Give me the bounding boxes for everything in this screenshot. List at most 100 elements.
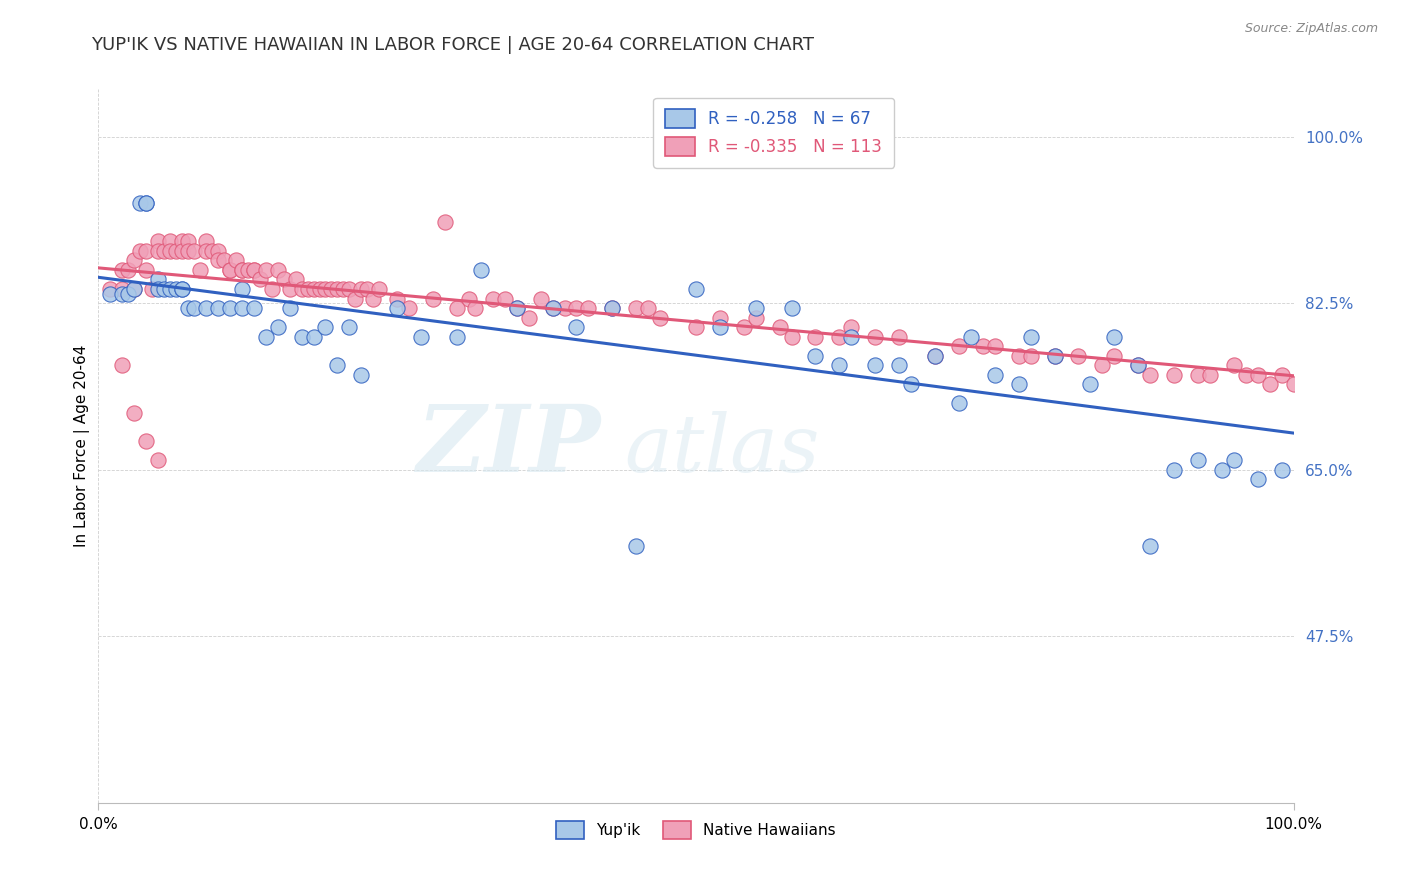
Point — [446, 329, 468, 343]
Point — [506, 301, 529, 315]
Point — [124, 282, 146, 296]
Point — [900, 377, 922, 392]
Point — [225, 253, 247, 268]
Point — [841, 320, 863, 334]
Point — [1008, 377, 1031, 392]
Point — [865, 358, 887, 372]
Point — [398, 301, 420, 315]
Point — [273, 272, 295, 286]
Point — [302, 329, 325, 343]
Point — [195, 301, 218, 315]
Point — [339, 320, 361, 334]
Point — [183, 244, 205, 258]
Point — [685, 320, 707, 334]
Point — [530, 292, 553, 306]
Point — [434, 215, 457, 229]
Point — [188, 263, 211, 277]
Point — [828, 358, 851, 372]
Point — [117, 286, 139, 301]
Point — [135, 434, 157, 449]
Point — [924, 349, 946, 363]
Point — [385, 292, 409, 306]
Point — [153, 282, 176, 296]
Point — [1139, 539, 1161, 553]
Text: atlas: atlas — [624, 411, 820, 488]
Point — [177, 244, 200, 258]
Point — [1271, 463, 1294, 477]
Point — [494, 292, 516, 306]
Point — [326, 282, 349, 296]
Point — [541, 301, 564, 315]
Point — [1080, 377, 1102, 392]
Point — [98, 282, 122, 296]
Point — [195, 244, 218, 258]
Point — [637, 301, 659, 315]
Point — [201, 244, 224, 258]
Point — [243, 263, 266, 277]
Point — [172, 235, 194, 249]
Point — [1247, 368, 1270, 382]
Point — [153, 244, 176, 258]
Point — [865, 329, 887, 343]
Point — [172, 282, 194, 296]
Point — [243, 263, 266, 277]
Point — [231, 301, 253, 315]
Point — [254, 329, 277, 343]
Point — [302, 282, 325, 296]
Point — [1104, 349, 1126, 363]
Point — [350, 368, 373, 382]
Point — [356, 282, 378, 296]
Text: ZIP: ZIP — [416, 401, 600, 491]
Point — [291, 282, 314, 296]
Point — [278, 282, 301, 296]
Point — [339, 282, 361, 296]
Point — [148, 235, 170, 249]
Point — [207, 244, 229, 258]
Point — [308, 282, 330, 296]
Point — [1223, 358, 1246, 372]
Point — [231, 263, 253, 277]
Point — [554, 301, 576, 315]
Point — [506, 301, 529, 315]
Point — [315, 320, 337, 334]
Legend: Yup'ik, Native Hawaiians: Yup'ik, Native Hawaiians — [550, 815, 842, 845]
Point — [260, 282, 283, 296]
Point — [231, 282, 253, 296]
Point — [117, 263, 139, 277]
Point — [165, 282, 187, 296]
Point — [219, 301, 242, 315]
Point — [172, 244, 194, 258]
Point — [111, 263, 134, 277]
Point — [626, 301, 648, 315]
Point — [236, 263, 259, 277]
Point — [243, 301, 266, 315]
Point — [1139, 368, 1161, 382]
Point — [1043, 349, 1066, 363]
Point — [602, 301, 624, 315]
Point — [98, 286, 122, 301]
Point — [565, 320, 588, 334]
Point — [249, 272, 271, 286]
Point — [1247, 472, 1270, 486]
Point — [804, 329, 827, 343]
Point — [984, 368, 1007, 382]
Point — [517, 310, 540, 325]
Point — [326, 358, 349, 372]
Point — [541, 301, 564, 315]
Point — [411, 329, 433, 343]
Point — [1043, 349, 1066, 363]
Point — [111, 358, 134, 372]
Point — [780, 329, 803, 343]
Point — [1199, 368, 1222, 382]
Point — [284, 272, 307, 286]
Point — [124, 253, 146, 268]
Point — [1128, 358, 1150, 372]
Point — [578, 301, 600, 315]
Point — [135, 196, 157, 211]
Point — [148, 272, 170, 286]
Point — [733, 320, 755, 334]
Point — [207, 301, 229, 315]
Point — [135, 244, 157, 258]
Point — [780, 301, 803, 315]
Point — [177, 301, 200, 315]
